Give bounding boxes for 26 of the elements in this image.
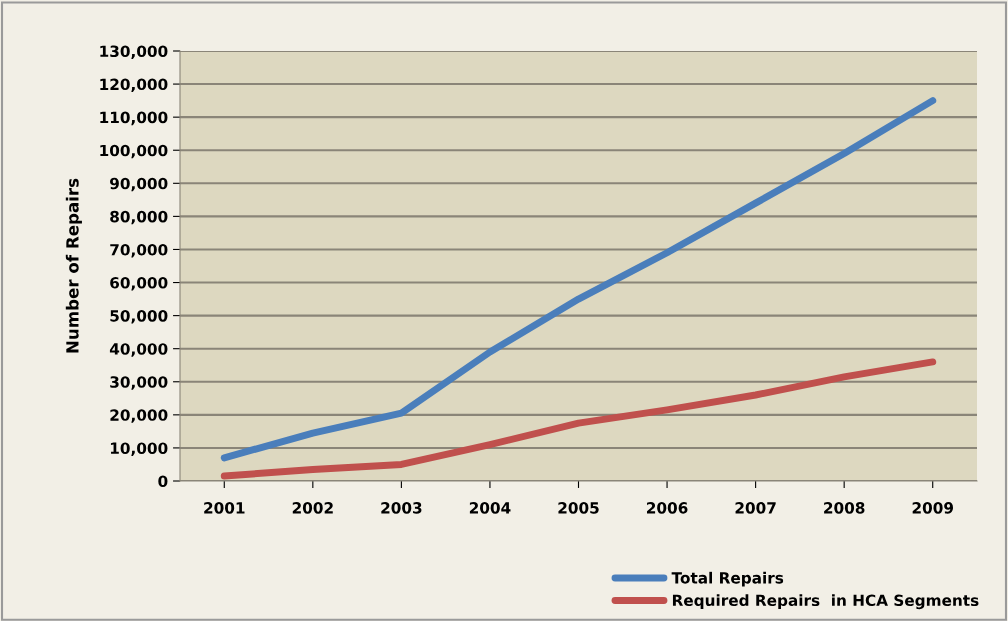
y-tick-label: 100,000 bbox=[100, 144, 168, 159]
x-tick-label: 2007 bbox=[735, 502, 776, 514]
y-tick-label: 130,000 bbox=[100, 45, 168, 59]
y-tick-label: 0 bbox=[158, 475, 168, 488]
x-tick-label: 2002 bbox=[292, 502, 333, 514]
y-tick-label: 80,000 bbox=[110, 210, 168, 225]
legend-label: Total Repairs bbox=[671, 571, 784, 587]
x-tick-label: 2003 bbox=[381, 502, 422, 514]
y-tick-label: 70,000 bbox=[110, 243, 168, 258]
y-tick-label: 40,000 bbox=[109, 343, 168, 357]
legend-label: Required Repairs in HCA Segments bbox=[672, 594, 979, 610]
y-tick-label: 90,000 bbox=[110, 177, 168, 192]
y-tick-label: 60,000 bbox=[110, 277, 168, 291]
y-axis-title: Number of Repairs bbox=[65, 178, 82, 353]
x-tick-label: 2001 bbox=[204, 502, 245, 514]
x-tick-label: 2009 bbox=[912, 502, 954, 514]
x-tick-label: 2005 bbox=[558, 502, 599, 514]
y-tick-label: 20,000 bbox=[110, 409, 168, 423]
y-tick-label: 10,000 bbox=[110, 442, 168, 456]
y-tick-label: 120,000 bbox=[100, 78, 168, 93]
x-tick-label: 2008 bbox=[824, 502, 865, 514]
y-tick-label: 30,000 bbox=[110, 376, 168, 390]
x-tick-label: 2004 bbox=[469, 502, 511, 514]
y-tick-label: 110,000 bbox=[100, 111, 168, 126]
x-tick-label: 2006 bbox=[647, 502, 688, 514]
y-tick-label: 50,000 bbox=[110, 310, 168, 324]
